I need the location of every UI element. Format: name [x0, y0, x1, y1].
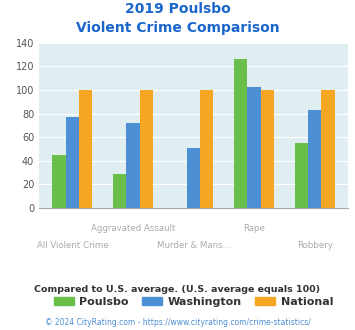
Bar: [200, 90, 213, 208]
Legend: Poulsbo, Washington, National: Poulsbo, Washington, National: [49, 293, 338, 312]
Bar: [53, 155, 66, 208]
Bar: [126, 123, 140, 208]
Text: All Violent Crime: All Violent Crime: [37, 241, 108, 250]
Text: Robbery: Robbery: [297, 241, 333, 250]
Bar: [140, 90, 153, 208]
Bar: [187, 148, 200, 208]
Bar: [247, 86, 261, 208]
Text: Murder & Mans...: Murder & Mans...: [157, 241, 230, 250]
Text: Compared to U.S. average. (U.S. average equals 100): Compared to U.S. average. (U.S. average …: [34, 285, 321, 294]
Bar: [66, 117, 79, 208]
Bar: [113, 174, 126, 208]
Bar: [261, 90, 274, 208]
Bar: [234, 59, 247, 208]
Bar: [79, 90, 92, 208]
Text: 2019 Poulsbo: 2019 Poulsbo: [125, 2, 230, 16]
Text: Violent Crime Comparison: Violent Crime Comparison: [76, 21, 279, 35]
Bar: [321, 90, 334, 208]
Bar: [295, 143, 308, 208]
Text: Rape: Rape: [243, 224, 265, 233]
Bar: [308, 110, 321, 208]
Text: Aggravated Assault: Aggravated Assault: [91, 224, 175, 233]
Text: © 2024 CityRating.com - https://www.cityrating.com/crime-statistics/: © 2024 CityRating.com - https://www.city…: [45, 318, 310, 327]
